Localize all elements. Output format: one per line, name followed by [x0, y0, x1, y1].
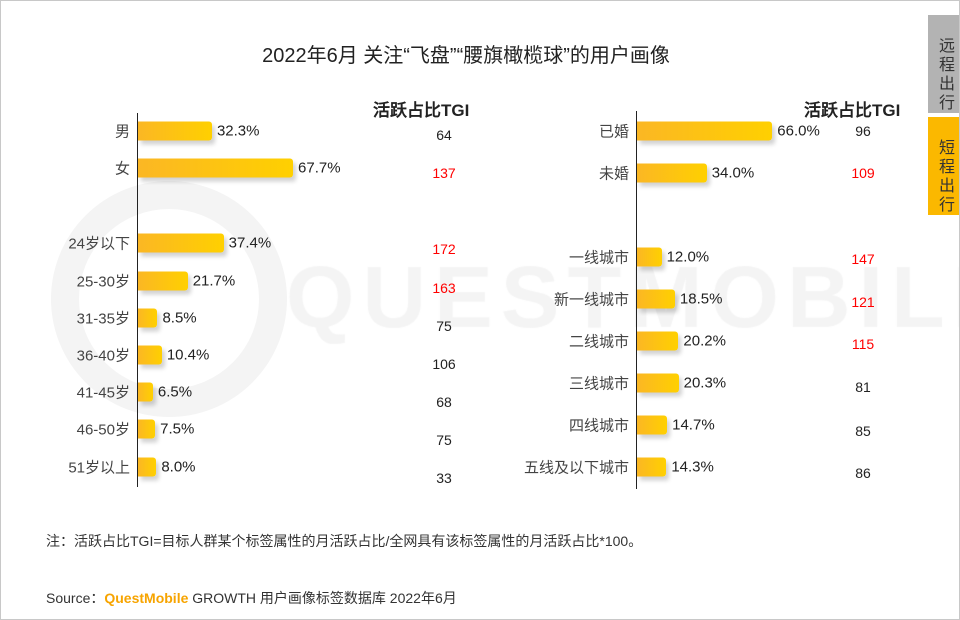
bar	[138, 308, 158, 328]
tgi-value: 106	[432, 356, 456, 372]
bar	[138, 271, 188, 291]
category-label: 三线城市	[568, 375, 629, 393]
tgi-header-left: 活跃占比TGI	[373, 101, 470, 120]
category-label: 二线城市	[568, 333, 629, 351]
chart-title: 2022年6月 关注“飞盘”“腰旗橄榄球”的用户画像	[262, 45, 670, 67]
category-label: 41-45岁	[76, 384, 130, 402]
tgi-value: 81	[855, 379, 871, 395]
bar	[138, 345, 162, 365]
bar	[138, 382, 153, 402]
category-label: 一线城市	[568, 249, 629, 267]
left-axis	[137, 113, 138, 487]
value-label: 14.7%	[672, 416, 715, 434]
value-label: 12.0%	[666, 248, 710, 266]
category-label: 男	[114, 123, 130, 141]
bar	[637, 373, 679, 393]
tgi-value: 137	[432, 165, 456, 181]
tab-remote-travel[interactable]: 远程出行	[928, 15, 959, 113]
value-label: 8.0%	[161, 458, 196, 476]
category-label: 25-30岁	[76, 273, 130, 291]
value-label: 20.3%	[683, 374, 727, 392]
bar	[637, 247, 662, 267]
tgi-value: 86	[855, 465, 871, 481]
category-label: 新一线城市	[553, 291, 629, 309]
value-label: 20.2%	[683, 332, 726, 350]
category-label: 已婚	[598, 123, 629, 141]
bar	[637, 289, 675, 309]
category-label: 36-40岁	[76, 347, 130, 365]
tgi-value: 121	[851, 294, 875, 310]
category-label: 女	[114, 160, 130, 178]
bar	[637, 415, 668, 435]
tgi-value: 85	[855, 423, 871, 439]
value-label: 10.4%	[166, 346, 210, 364]
value-label: 32.3%	[216, 122, 260, 140]
value-label: 66.0%	[777, 122, 820, 140]
category-label: 51岁以上	[68, 459, 130, 477]
right-axis	[636, 111, 637, 489]
bar	[138, 158, 294, 178]
tgi-value: 172	[432, 241, 456, 257]
value-label: 7.5%	[160, 420, 195, 438]
bar	[637, 163, 707, 183]
value-label: 8.5%	[162, 309, 197, 327]
source-prefix: Source：	[46, 590, 105, 606]
value-label: 37.4%	[228, 234, 272, 252]
bar	[637, 457, 667, 477]
tab-short-travel[interactable]: 短程出行	[928, 117, 959, 215]
bar	[138, 233, 224, 253]
category-label: 24岁以下	[68, 235, 130, 253]
value-label: 14.3%	[671, 458, 714, 476]
category-label: 31-35岁	[76, 310, 130, 328]
tgi-value: 75	[436, 318, 452, 334]
value-label: 67.7%	[298, 159, 341, 177]
value-label: 34.0%	[711, 164, 755, 182]
bar	[138, 121, 212, 141]
tgi-value: 109	[851, 165, 875, 181]
value-label: 6.5%	[157, 383, 193, 401]
footnote: 注：活跃占比TGI=目标人群某个标签属性的月活跃占比/全网具有该标签属性的月活跃…	[46, 533, 643, 549]
source-brand: QuestMobile	[104, 590, 189, 606]
tgi-value: 64	[436, 127, 452, 143]
tgi-value: 163	[432, 280, 456, 296]
value-label: 18.5%	[679, 290, 723, 308]
tgi-header-right: 活跃占比TGI	[804, 101, 901, 120]
tgi-value: 75	[436, 432, 452, 448]
bar	[637, 331, 679, 351]
source-text: GROWTH 用户画像标签数据库 2022年6月	[192, 590, 457, 606]
category-label: 46-50岁	[76, 421, 130, 439]
tgi-value: 33	[436, 470, 452, 486]
tgi-value: 115	[851, 336, 875, 352]
source: Source：QuestMobile GROWTH 用户画像标签数据库 2022…	[46, 588, 457, 608]
tgi-value: 147	[851, 251, 875, 267]
value-label: 21.7%	[192, 272, 236, 290]
tgi-value: 96	[855, 123, 871, 139]
tab-label: 远程出行	[936, 37, 953, 113]
category-label: 未婚	[598, 165, 629, 183]
category-label: 五线及以下城市	[523, 459, 629, 477]
category-label: 四线城市	[568, 417, 629, 435]
bar	[138, 457, 157, 477]
bar	[138, 419, 156, 439]
bar	[637, 121, 773, 141]
tgi-value: 68	[436, 394, 452, 410]
tab-label: 短程出行	[936, 139, 953, 215]
